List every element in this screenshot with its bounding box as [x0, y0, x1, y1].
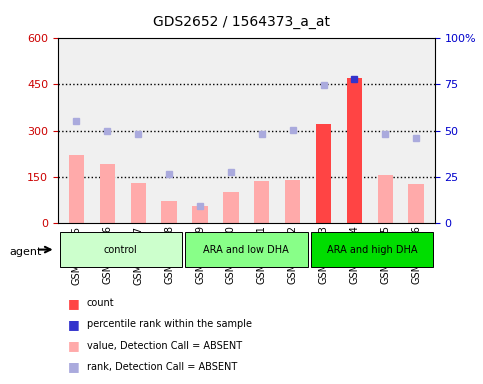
Bar [161, 201, 177, 223]
Bar [223, 192, 239, 223]
Text: control: control [104, 245, 138, 255]
Text: count: count [87, 298, 114, 308]
Text: ARA and low DHA: ARA and low DHA [203, 245, 289, 255]
Bar [347, 78, 362, 223]
Bar [254, 181, 270, 223]
FancyBboxPatch shape [311, 232, 433, 267]
Bar [192, 206, 208, 223]
FancyBboxPatch shape [59, 232, 182, 267]
Text: ■: ■ [68, 339, 79, 352]
Bar [316, 124, 331, 223]
Text: ■: ■ [68, 297, 79, 310]
Bar [409, 184, 424, 223]
Bar [99, 164, 115, 223]
Text: value, Detection Call = ABSENT: value, Detection Call = ABSENT [87, 341, 242, 351]
Text: GDS2652 / 1564373_a_at: GDS2652 / 1564373_a_at [153, 15, 330, 29]
Text: ARA and high DHA: ARA and high DHA [327, 245, 417, 255]
Text: agent: agent [10, 247, 42, 257]
Bar [285, 180, 300, 223]
Text: ■: ■ [68, 360, 79, 373]
Text: ■: ■ [68, 318, 79, 331]
Bar [69, 155, 84, 223]
Text: rank, Detection Call = ABSENT: rank, Detection Call = ABSENT [87, 362, 237, 372]
Text: percentile rank within the sample: percentile rank within the sample [87, 319, 252, 329]
FancyBboxPatch shape [185, 232, 308, 267]
Bar [130, 183, 146, 223]
Bar [378, 175, 393, 223]
